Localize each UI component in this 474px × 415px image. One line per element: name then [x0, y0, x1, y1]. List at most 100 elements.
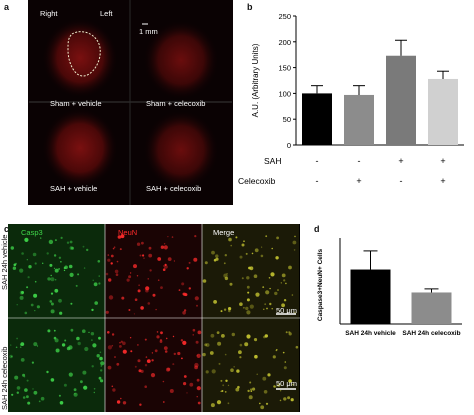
brain-photo-panel: Right Left 1 mm Sham + vehicle Sham + ce… [28, 0, 233, 205]
b-y-axis-label: A.U. (Arbitrary Units) [251, 43, 260, 117]
right-label: Right [40, 9, 58, 18]
b-ytick-label: 200 [278, 38, 291, 47]
cell-dot [40, 396, 45, 401]
cell-dot [73, 392, 78, 397]
cell-dot [50, 292, 54, 295]
cell-dot [285, 282, 287, 285]
cell-dot [134, 298, 138, 301]
cell-dot [129, 337, 132, 339]
cell-dot [164, 350, 168, 353]
cell-dot [239, 255, 243, 259]
micrograph-tile [202, 224, 299, 318]
cell-dot [144, 364, 148, 367]
cell-dot [246, 334, 251, 339]
cell-dot [40, 237, 42, 239]
brain-sah-celecoxib [143, 110, 219, 190]
cell-dot [197, 401, 201, 405]
cell-dot [162, 401, 165, 403]
cell-dot [105, 310, 109, 314]
panel-b-label: b [247, 2, 253, 12]
cell-dot [266, 307, 268, 310]
cell-dot [119, 248, 122, 251]
cell-dot [66, 241, 70, 244]
cell-dot [33, 390, 38, 395]
cell-dot [98, 336, 101, 340]
row-label-celecoxib: SAH 24h celecoxib [0, 346, 9, 410]
cell-dot [271, 308, 273, 310]
cell-dot [292, 240, 297, 245]
microscopy-graphic [8, 224, 300, 412]
channel-casp3: Casp3 [21, 228, 43, 237]
cell-dot [33, 342, 38, 347]
cell-dot [181, 282, 185, 286]
cell-dot [283, 366, 287, 370]
cell-dot [216, 331, 220, 334]
cell-dot [290, 398, 294, 402]
cell-dot [251, 252, 254, 255]
cell-dot [24, 237, 29, 242]
cell-dot [250, 390, 253, 392]
cell-dot [77, 341, 81, 346]
cell-dot [182, 340, 187, 345]
cell-dot [223, 262, 226, 265]
row-label-vehicle: SAH 24h vehicle [0, 234, 9, 290]
cell-dot [241, 277, 244, 280]
cell-dot [202, 279, 207, 283]
cell-dot [98, 282, 101, 285]
cell-dot [58, 394, 61, 397]
micrograph-tile [105, 224, 202, 318]
cell-dot [91, 339, 93, 341]
cell-dot [233, 366, 235, 368]
cell-dot [183, 292, 187, 296]
cell-dot [283, 279, 286, 282]
cell-dot [122, 341, 126, 346]
cell-dot [159, 339, 163, 342]
cell-dot [107, 345, 112, 350]
cell-dot [241, 243, 245, 247]
cell-dot [254, 354, 258, 359]
cell-dot [213, 300, 218, 304]
cell-dot [256, 373, 258, 375]
cell-dot [235, 387, 240, 392]
cell-dot [107, 258, 111, 262]
cell-dot [224, 276, 229, 281]
cell-dot [108, 278, 112, 282]
cell-dot [16, 386, 21, 390]
b-ytick-label: 250 [278, 12, 291, 21]
cell-dot [141, 241, 144, 245]
cell-dot [111, 385, 114, 388]
cell-dot [54, 288, 59, 293]
cell-dot [68, 264, 73, 269]
cell-dot [54, 268, 59, 273]
cell-dot [245, 252, 248, 255]
cell-dot [100, 369, 103, 372]
cell-dot [117, 235, 122, 239]
cell-dot [163, 245, 168, 250]
cell-dot [92, 279, 94, 281]
cell-dot [94, 301, 98, 305]
b-condition-sign: + [398, 156, 403, 166]
cell-dot [196, 354, 199, 357]
cell-dot [22, 396, 26, 399]
cell-dot [138, 284, 140, 286]
scale-text: 1 mm [139, 27, 158, 36]
cell-dot [260, 405, 265, 410]
cell-dot [100, 361, 105, 366]
cell-dot [197, 330, 202, 335]
cell-dot [192, 328, 196, 332]
cell-dot [194, 235, 197, 238]
cell-dot [169, 389, 174, 393]
cell-dot [91, 308, 94, 312]
cell-dot [283, 299, 287, 302]
cell-dot [186, 392, 188, 394]
cell-dot [288, 265, 292, 270]
cell-dot [147, 302, 151, 305]
cell-dot [140, 306, 144, 310]
b-condition-sign: - [316, 156, 319, 166]
cell-dot [133, 264, 137, 269]
cell-dot [60, 236, 63, 239]
cell-dot [221, 334, 225, 338]
cell-dot [215, 254, 219, 258]
cell-dot [265, 235, 268, 238]
cell-dot [294, 235, 296, 238]
